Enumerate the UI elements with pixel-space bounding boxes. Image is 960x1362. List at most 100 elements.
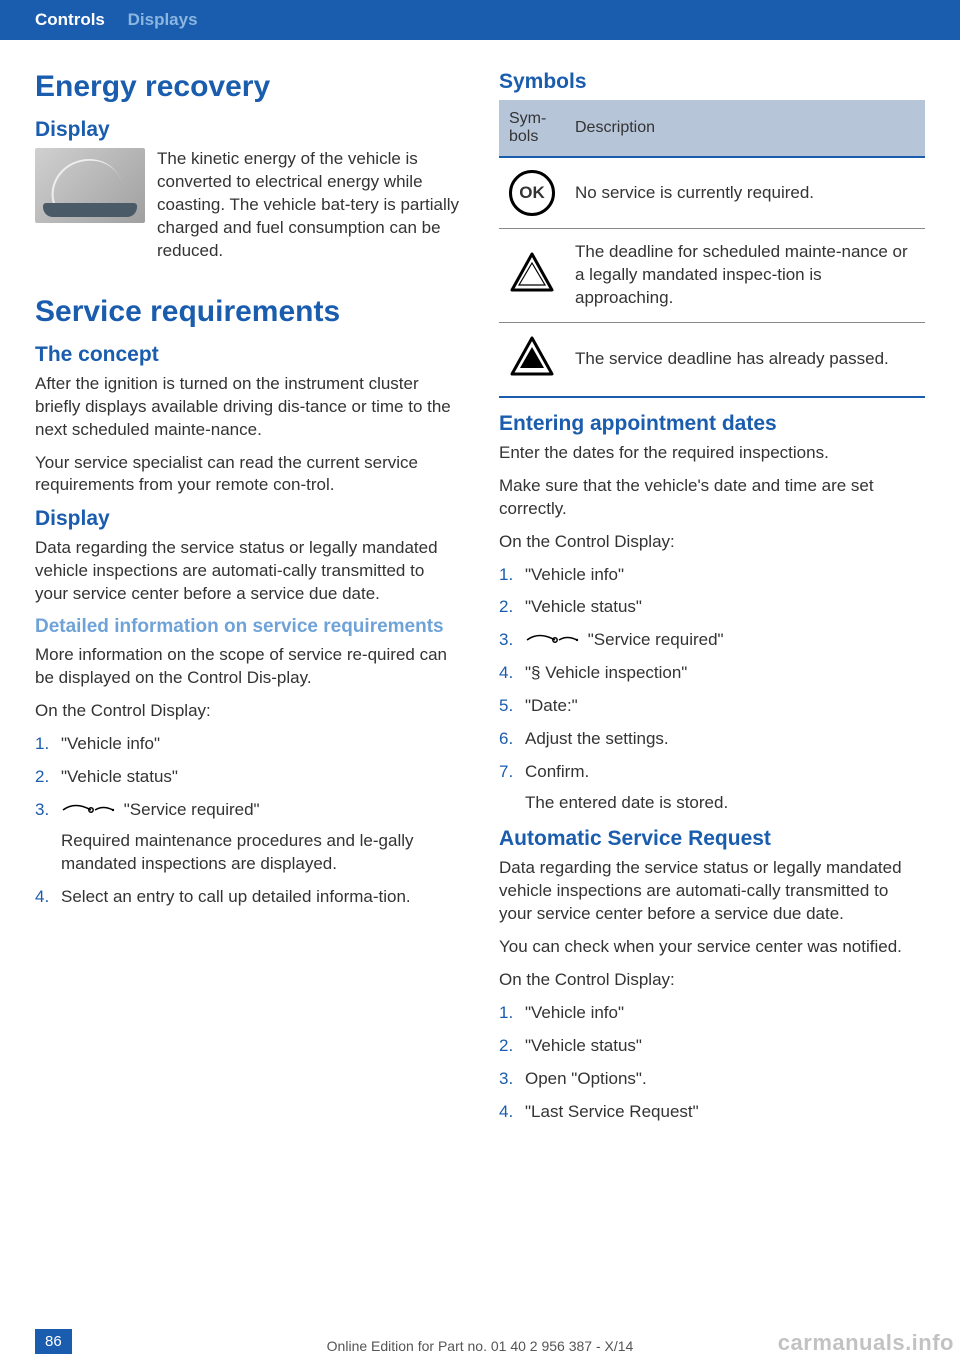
step-text: "Vehicle status" [525,1036,642,1055]
display-block: The kinetic energy of the vehicle is con… [35,148,461,273]
step-body: "Vehicle info" [525,1002,925,1025]
idrive-icon [61,803,115,817]
symbols-col1: Sym‐bols [499,100,565,157]
list-item: 1."Vehicle info" [499,564,925,587]
auto-p2: You can check when your service center w… [499,936,925,959]
appt-p3: On the Control Display: [499,531,925,554]
heading-automatic-service-request: Automatic Service Request [499,827,925,851]
table-row: The deadline for scheduled mainte‐nance … [499,229,925,323]
step-text: "Service required" [588,630,724,649]
step-number: 3. [35,799,61,822]
list-item: 3. "Service required" [499,629,925,652]
step-number: 5. [499,695,525,718]
idrive-icon [525,633,579,647]
detailed-p1: More information on the scope of service… [35,644,461,690]
step-body: Confirm.The entered date is stored. [525,761,925,815]
heading-appointment-dates: Entering appointment dates [499,412,925,436]
step-text: "Date:" [525,696,578,715]
detailed-p2: On the Control Display: [35,700,461,723]
step-number: 1. [35,733,61,756]
breadcrumb-displays: Displays [128,10,198,29]
auto-steps-list: 1."Vehicle info"2."Vehicle status"3.Open… [499,1002,925,1124]
step-body: "Date:" [525,695,925,718]
step-body: "Last Service Request" [525,1101,925,1124]
step-number: 1. [499,1002,525,1025]
ok-icon: OK [509,170,555,216]
auto-p1: Data regarding the service status or leg… [499,857,925,926]
gauge-icon [35,148,145,223]
description-cell: The service deadline has already passed. [565,322,925,396]
left-column: Energy recovery Display The kinetic ener… [35,70,461,1135]
step-text: Open "Options". [525,1069,647,1088]
appt-p1: Enter the dates for the required inspect… [499,442,925,465]
step-text: Adjust the settings. [525,729,669,748]
step-subtext: Required maintenance procedures and le‐g… [61,830,461,876]
step-body: "Service required" [525,629,925,652]
step-number: 6. [499,728,525,751]
heading-display: Display [35,118,461,142]
description-cell: No service is currently required. [565,157,925,229]
step-text: "Last Service Request" [525,1102,699,1121]
step-body: "Vehicle status" [525,596,925,619]
concept-p1: After the ignition is turned on the inst… [35,373,461,442]
step-number: 1. [499,564,525,587]
symbol-cell [499,229,565,323]
display2-p1: Data regarding the service status or leg… [35,537,461,606]
step-text: "Vehicle info" [61,734,160,753]
list-item: 2."Vehicle status" [35,766,461,789]
step-number: 4. [499,662,525,685]
page-root: Controls Displays Energy recovery Displa… [0,0,960,1362]
list-item: 2."Vehicle status" [499,1035,925,1058]
breadcrumb-controls: Controls [35,10,105,29]
list-item: 4.Select an entry to call up detailed in… [35,886,461,909]
step-text: "Vehicle info" [525,565,624,584]
step-number: 2. [499,1035,525,1058]
step-text: Confirm. [525,762,589,781]
list-item: 1."Vehicle info" [499,1002,925,1025]
watermark: carmanuals.info [778,1330,954,1356]
page-number: 86 [35,1329,72,1354]
auto-p3: On the Control Display: [499,969,925,992]
content: Energy recovery Display The kinetic ener… [0,40,960,1145]
list-item: 6.Adjust the settings. [499,728,925,751]
concept-p2: Your service specialist can read the cur… [35,452,461,498]
step-body: "Vehicle info" [61,733,461,756]
step-number: 3. [499,1068,525,1091]
step-body: Open "Options". [525,1068,925,1091]
heading-service-requirements: Service requirements [35,295,461,329]
heading-concept: The concept [35,343,461,367]
right-column: Symbols Sym‐bols Description OKNo servic… [499,70,925,1135]
heading-symbols: Symbols [499,70,925,94]
step-body: "Vehicle info" [525,564,925,587]
heading-energy-recovery: Energy recovery [35,70,461,104]
step-number: 2. [35,766,61,789]
step-text: "Service required" [124,800,260,819]
list-item: 4."§ Vehicle inspection" [499,662,925,685]
detailed-steps-list: 1."Vehicle info"2."Vehicle status"3. "Se… [35,733,461,909]
symbols-col2: Description [565,100,925,157]
step-number: 7. [499,761,525,784]
step-body: Select an entry to call up detailed info… [61,886,461,909]
step-text: "Vehicle status" [525,597,642,616]
list-item: 3. "Service required" Required maintenanc… [35,799,461,876]
heading-display2: Display [35,507,461,531]
symbols-table: Sym‐bols Description OKNo service is cur… [499,100,925,398]
symbol-cell [499,322,565,396]
list-item: 2."Vehicle status" [499,596,925,619]
description-cell: The deadline for scheduled mainte‐nance … [565,229,925,323]
symbol-cell: OK [499,157,565,229]
breadcrumb-bar: Controls Displays [0,0,960,40]
triangle-outline-icon [509,251,555,293]
step-number: 4. [499,1101,525,1124]
step-body: "Service required" Required maintenance p… [61,799,461,876]
list-item: 1."Vehicle info" [35,733,461,756]
step-text: "Vehicle info" [525,1003,624,1022]
list-item: 3.Open "Options". [499,1068,925,1091]
step-body: Adjust the settings. [525,728,925,751]
step-number: 4. [35,886,61,909]
step-number: 2. [499,596,525,619]
list-item: 5."Date:" [499,695,925,718]
step-text: "Vehicle status" [61,767,178,786]
step-body: "§ Vehicle inspection" [525,662,925,685]
display-text: The kinetic energy of the vehicle is con… [157,148,461,263]
